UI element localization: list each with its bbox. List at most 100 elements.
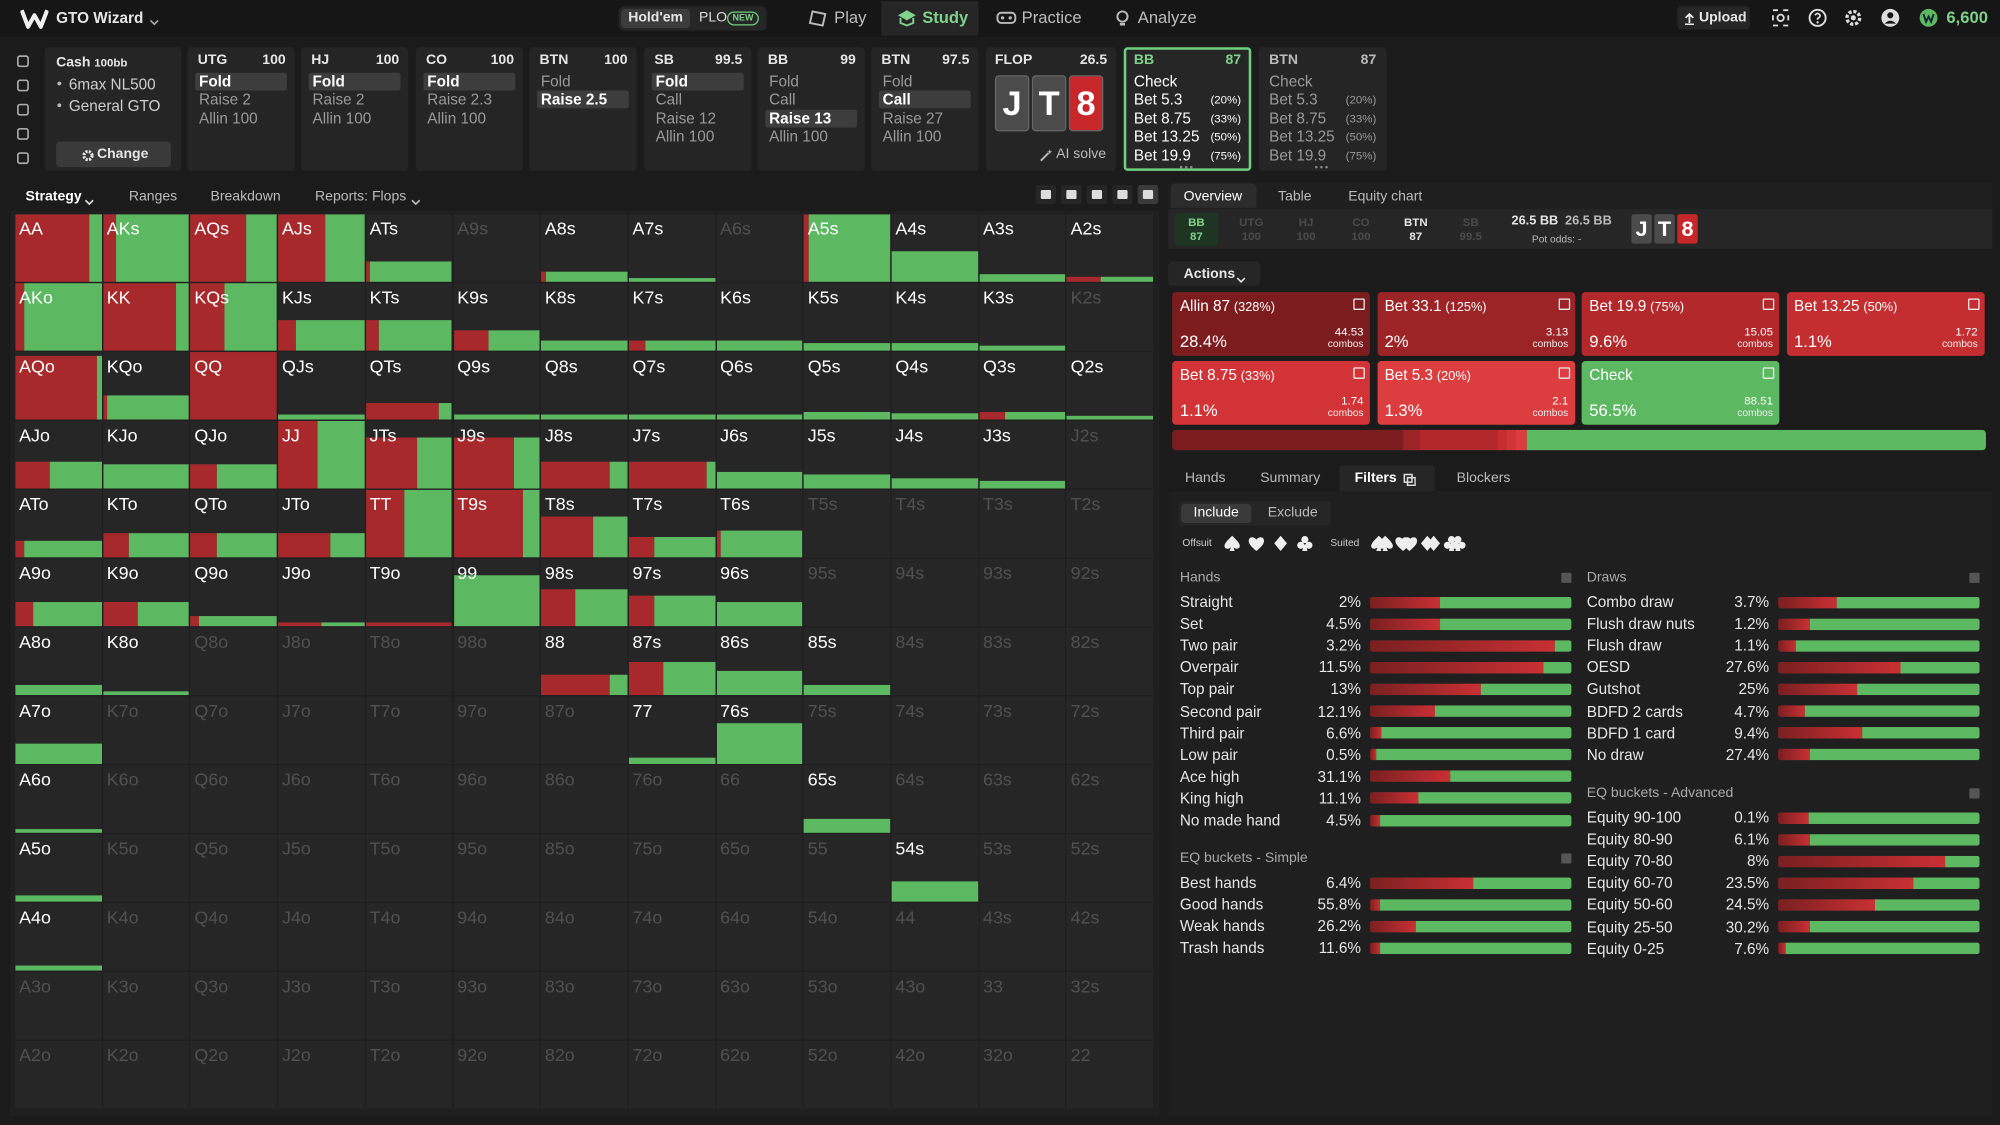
hand-cell[interactable]: 94s bbox=[891, 558, 978, 627]
hand-cell[interactable]: Q7s bbox=[628, 352, 716, 420]
hand-cell[interactable]: T6s bbox=[716, 489, 803, 558]
hand-cell[interactable]: Q2o bbox=[190, 1040, 277, 1109]
hand-cell[interactable]: Q6o bbox=[190, 765, 277, 833]
hand-cell[interactable]: Q9s bbox=[453, 352, 540, 420]
action-card[interactable]: Bet 19.9 (75%) 9.6% 15.05 combos bbox=[1581, 292, 1780, 356]
position-card[interactable]: CO 100 Fold Raise 2.3 Allin 100 bbox=[415, 47, 523, 171]
hand-cell[interactable]: T5o bbox=[365, 834, 453, 902]
group-toggle[interactable] bbox=[1561, 853, 1572, 864]
grid-tab[interactable]: Ranges bbox=[128, 188, 178, 205]
position-action[interactable]: Allin 100 bbox=[655, 127, 715, 146]
position-action[interactable]: Raise 12 bbox=[655, 109, 717, 128]
position-action[interactable]: Raise 13 bbox=[769, 109, 832, 128]
hand-cell[interactable]: K4s bbox=[891, 283, 978, 351]
decision-action[interactable]: Bet 5.3 bbox=[1133, 91, 1183, 109]
suited-filter[interactable] bbox=[1443, 534, 1469, 552]
row-name[interactable]: Set bbox=[1179, 614, 1203, 633]
seat[interactable]: UTG 100 bbox=[1230, 213, 1273, 246]
hand-cell[interactable]: Q7o bbox=[190, 696, 277, 765]
hand-cell[interactable]: J8o bbox=[278, 627, 365, 696]
hand-cell[interactable]: 97s bbox=[628, 558, 716, 627]
hand-cell[interactable]: AQo bbox=[15, 352, 102, 420]
decision-card[interactable]: BTN 87 Check Bet 5.3 (20%) Bet 8.75 (33%) Bet 1… bbox=[1258, 47, 1387, 171]
suit-filter[interactable] bbox=[1223, 534, 1241, 552]
hand-cell[interactable]: QQ bbox=[190, 352, 277, 420]
hand-cell[interactable]: JTs bbox=[365, 420, 453, 489]
hand-cell[interactable]: T2o bbox=[365, 1040, 453, 1109]
hand-cell[interactable]: J2s bbox=[1066, 420, 1154, 489]
decision-action[interactable]: Check bbox=[1133, 72, 1178, 91]
hand-cell[interactable]: A9o bbox=[15, 558, 102, 627]
hand-cell[interactable]: T8o bbox=[365, 627, 453, 696]
hand-cell[interactable]: J8s bbox=[541, 420, 628, 489]
nav-item[interactable]: Practice bbox=[1021, 7, 1082, 27]
position-card[interactable]: BTN 100 Fold Raise 2.5 bbox=[529, 47, 637, 171]
position-action[interactable]: Call bbox=[769, 91, 796, 109]
hand-cell[interactable]: KTs bbox=[365, 283, 453, 351]
row-name[interactable]: Ace high bbox=[1179, 767, 1240, 786]
hand-cell[interactable]: 96o bbox=[453, 765, 540, 833]
row-name[interactable]: Equity 0-25 bbox=[1586, 939, 1665, 958]
hand-cell[interactable]: J3o bbox=[278, 971, 365, 1040]
hand-cell[interactable]: K7o bbox=[102, 696, 190, 765]
hand-cell[interactable]: A4o bbox=[15, 903, 102, 971]
hand-cell[interactable]: 32o bbox=[979, 1040, 1066, 1109]
position-card[interactable]: SB 99.5 Fold Call Raise 12 Allin 100 bbox=[644, 47, 752, 171]
hand-cell[interactable]: A8s bbox=[541, 214, 628, 282]
hand-cell[interactable]: T3s bbox=[979, 489, 1066, 558]
decision-action[interactable]: Bet 5.3 bbox=[1269, 91, 1318, 109]
hand-cell[interactable]: T7s bbox=[628, 489, 716, 558]
hand-cell[interactable]: Q3o bbox=[190, 971, 277, 1040]
position-action[interactable]: Fold bbox=[540, 72, 571, 91]
hand-cell[interactable]: 22 bbox=[1066, 1040, 1154, 1109]
hand-cell[interactable]: A2s bbox=[1066, 214, 1154, 282]
row-name[interactable]: Equity 25-50 bbox=[1586, 917, 1673, 936]
row-name[interactable]: Top pair bbox=[1179, 680, 1235, 699]
hand-cell[interactable]: QJs bbox=[278, 352, 365, 420]
position-action[interactable]: Allin 100 bbox=[882, 127, 942, 146]
hand-cell[interactable]: A4s bbox=[891, 214, 978, 282]
hand-cell[interactable]: K7s bbox=[628, 283, 716, 351]
row-name[interactable]: Equity 90-100 bbox=[1586, 808, 1682, 827]
hand-cell[interactable]: J6o bbox=[278, 765, 365, 833]
hand-cell[interactable]: T8s bbox=[541, 489, 628, 558]
hand-cell[interactable]: ATo bbox=[15, 489, 102, 558]
hand-cell[interactable]: KJs bbox=[278, 283, 365, 351]
hand-cell[interactable]: 64o bbox=[716, 903, 803, 971]
hand-cell[interactable]: KQs bbox=[190, 283, 277, 351]
position-card[interactable]: UTG 100 Fold Raise 2 Allin 100 bbox=[187, 47, 295, 171]
row-name[interactable]: Best hands bbox=[1179, 873, 1257, 892]
row-name[interactable]: Third pair bbox=[1179, 723, 1245, 742]
grid-tab[interactable]: Breakdown bbox=[210, 188, 281, 205]
row-name[interactable]: Flush draw bbox=[1586, 636, 1662, 655]
sidebar-icon[interactable] bbox=[17, 78, 30, 92]
hand-cell[interactable]: J4o bbox=[278, 903, 365, 971]
hand-cell[interactable]: 98s bbox=[541, 558, 628, 627]
hand-cell[interactable]: 44 bbox=[891, 903, 978, 971]
hand-cell[interactable]: QTo bbox=[190, 489, 277, 558]
hand-cell[interactable]: T4o bbox=[365, 903, 453, 971]
overview-tab[interactable]: Equity chart bbox=[1348, 188, 1423, 205]
hand-cell[interactable]: Q4s bbox=[891, 352, 978, 420]
decision-action[interactable]: Bet 19.9 bbox=[1133, 146, 1191, 165]
position-action[interactable]: Raise 2.3 bbox=[427, 91, 492, 109]
hand-cell[interactable]: 96s bbox=[716, 558, 803, 627]
group-toggle[interactable] bbox=[1561, 572, 1572, 583]
sidebar-icon[interactable] bbox=[17, 126, 30, 140]
hand-cell[interactable]: 82s bbox=[1066, 627, 1154, 696]
hand-cell[interactable]: KJo bbox=[102, 420, 190, 489]
hand-cell[interactable]: Q8o bbox=[190, 627, 277, 696]
hand-cell[interactable]: QJo bbox=[190, 420, 277, 489]
hand-cell[interactable]: 94o bbox=[453, 903, 540, 971]
hand-cell[interactable]: 65s bbox=[803, 765, 891, 833]
hand-cell[interactable]: 76o bbox=[628, 765, 716, 833]
row-name[interactable]: No draw bbox=[1586, 745, 1644, 764]
hand-cell[interactable]: K6o bbox=[102, 765, 190, 833]
hand-cell[interactable]: J4s bbox=[891, 420, 978, 489]
header-icon[interactable] bbox=[1843, 8, 1863, 28]
hand-cell[interactable]: 74o bbox=[628, 903, 716, 971]
hand-cell[interactable]: 33 bbox=[979, 971, 1066, 1040]
hand-cell[interactable]: A5o bbox=[15, 834, 102, 902]
hand-cell[interactable]: AA bbox=[15, 214, 102, 282]
hand-cell[interactable]: Q4o bbox=[190, 903, 277, 971]
